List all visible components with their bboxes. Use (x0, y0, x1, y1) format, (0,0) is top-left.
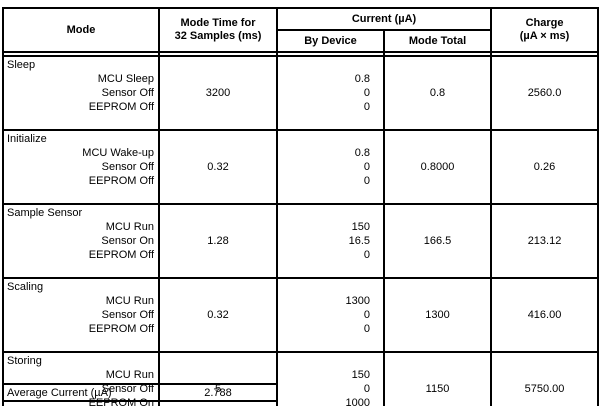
charge-cell: 5750.00 (490, 351, 600, 406)
device-current: 0.8 (354, 73, 370, 85)
header-row-top: Mode Mode Time for 32 Samples (ms) Curre… (2, 7, 600, 53)
header-divider-cell (276, 51, 385, 57)
device-current: 0 (363, 309, 370, 321)
col-header-mode-time-line2: 32 Samples (ms) (174, 30, 262, 42)
header-divider-cell (2, 51, 160, 57)
device-current: 0 (363, 101, 370, 113)
by-device-cell: 150 16.5 0 (276, 203, 385, 279)
charge-cell: 416.00 (490, 277, 600, 353)
device-current: 16.5 (348, 235, 370, 247)
mode-time-cell: 1.28 (158, 203, 278, 279)
average-current-table: Average Current (µA) 2.788 (2, 383, 278, 402)
mode-cell: Initialize MCU Wake-up Sensor Off EEPROM… (2, 129, 160, 205)
device-label: EEPROM On (88, 397, 154, 406)
mode-cell: Scaling MCU Run Sensor Off EEPROM Off (2, 277, 160, 353)
device-current: 0 (363, 323, 370, 335)
col-header-mode-total: Mode Total (382, 29, 493, 53)
device-label: MCU Wake-up (82, 147, 154, 159)
device-label: MCU Sleep (97, 73, 154, 85)
device-label: MCU Run (105, 295, 154, 307)
mode-time-cell: 0.32 (158, 277, 278, 353)
mode-time-cell: 3200 (158, 55, 278, 131)
by-device-cell: 0.8 0 0 (276, 55, 385, 131)
device-label: Sensor Off (101, 161, 154, 173)
table-row-initialize: Initialize MCU Wake-up Sensor Off EEPROM… (2, 129, 600, 205)
device-current: 0 (363, 87, 370, 99)
device-label: Sensor On (101, 235, 154, 247)
device-label: MCU Run (105, 369, 154, 381)
mode-total-cell: 1300 (382, 277, 493, 353)
mode-name: Initialize (7, 133, 47, 145)
by-device-cell: 150 0 1000 (276, 351, 385, 406)
header-row-sub: By Device Mode Total (3, 29, 598, 53)
table-row-sample-sensor: Sample Sensor MCU Run Sensor On EEPROM O… (2, 203, 600, 279)
average-current-label: Average Current (µA) (2, 383, 160, 402)
device-current: 0 (363, 175, 370, 187)
mode-name: Sample Sensor (7, 207, 83, 219)
by-device-cell: 1300 0 0 (276, 277, 385, 353)
col-header-mode: Mode (2, 7, 160, 53)
mode-total-cell: 166.5 (382, 203, 493, 279)
col-header-by-device: By Device (276, 29, 385, 53)
mode-name: Sleep (7, 59, 36, 71)
mode-total-cell: 1150 (382, 351, 493, 406)
charge-cell: 0.26 (490, 129, 600, 205)
mode-name: Scaling (7, 281, 44, 293)
device-current: 150 (351, 221, 370, 233)
header-divider-cell (382, 51, 493, 57)
device-current: 1000 (345, 397, 370, 406)
mode-time-cell: 0.32 (158, 129, 278, 205)
charge-cell: 2560.0 (490, 55, 600, 131)
table-row-sleep: Sleep MCU Sleep Sensor Off EEPROM Off 32… (2, 55, 600, 131)
device-label: EEPROM Off (88, 323, 154, 335)
average-current-value: 2.788 (158, 383, 278, 402)
col-header-current-group: Current (µA) (275, 7, 493, 31)
col-header-charge: Charge (µA × ms) (490, 7, 600, 53)
col-header-mode-time-line1: Mode Time for (180, 17, 256, 29)
charge-cell: 213.12 (490, 203, 600, 279)
header-divider-cell (490, 51, 600, 57)
device-current: 0 (363, 383, 370, 395)
table-row-scaling: Scaling MCU Run Sensor Off EEPROM Off 0.… (2, 277, 600, 353)
table-row-storing: Storing MCU Run Sensor Off EEPROM On 5 1… (2, 351, 600, 406)
mode-total-cell: 0.8 (382, 55, 493, 131)
mode-name: Storing (7, 355, 42, 367)
device-label: Sensor Off (101, 309, 154, 321)
device-current: 0 (363, 161, 370, 173)
col-header-mode-time: Mode Time for 32 Samples (ms) (158, 7, 278, 53)
col-header-charge-line1: Charge (525, 17, 564, 29)
device-current: 0.8 (354, 147, 370, 159)
mode-cell: Sleep MCU Sleep Sensor Off EEPROM Off (2, 55, 160, 131)
average-current-row: Average Current (µA) 2.788 (2, 383, 278, 402)
device-label: EEPROM Off (88, 175, 154, 187)
mode-total-cell: 0.8000 (382, 129, 493, 205)
by-device-cell: 0.8 0 0 (276, 129, 385, 205)
device-current: 0 (363, 249, 370, 261)
device-current: 1300 (345, 295, 370, 307)
device-label: EEPROM Off (88, 101, 154, 113)
device-label: EEPROM Off (88, 249, 154, 261)
device-label: Sensor Off (101, 87, 154, 99)
mode-cell: Sample Sensor MCU Run Sensor On EEPROM O… (2, 203, 160, 279)
header-divider-cell (158, 51, 278, 57)
device-label: MCU Run (105, 221, 154, 233)
device-current: 150 (351, 369, 370, 381)
col-header-charge-line2: (µA × ms) (519, 30, 570, 42)
power-consumption-table: Mode Mode Time for 32 Samples (ms) Curre… (2, 7, 600, 406)
header-divider (2, 51, 600, 57)
